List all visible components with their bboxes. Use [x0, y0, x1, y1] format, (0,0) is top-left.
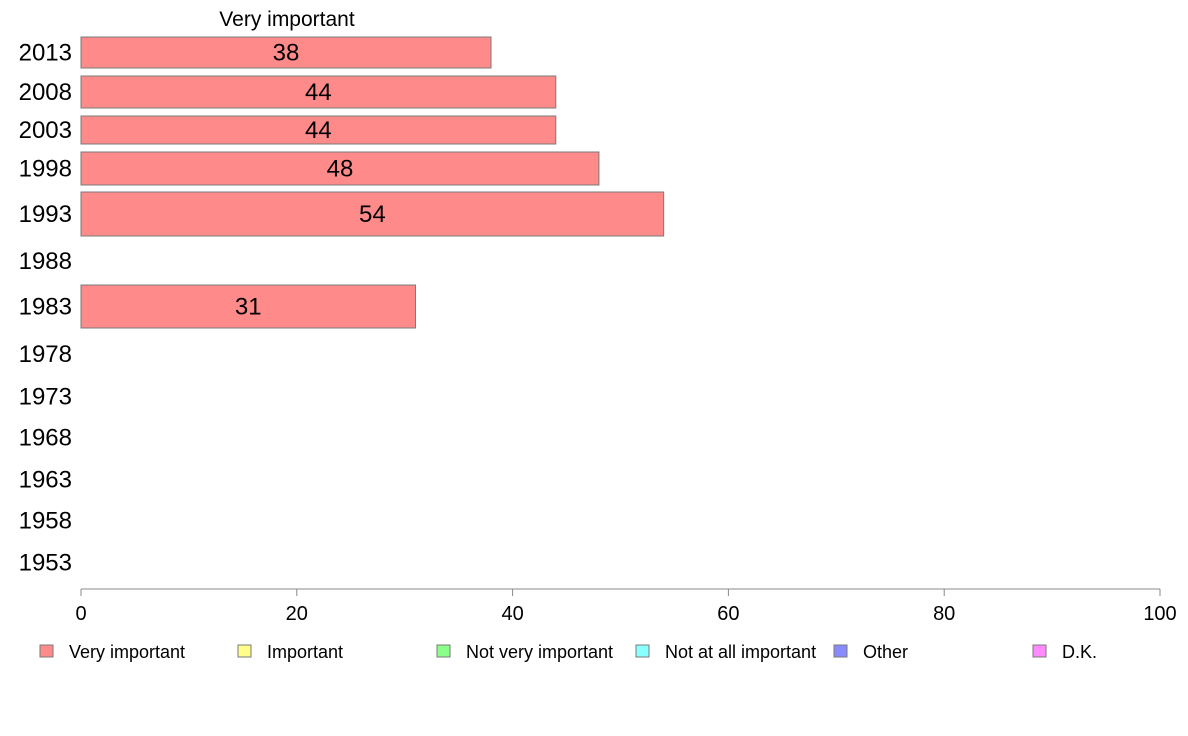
- legend-swatch-d-k: [1032, 644, 1047, 658]
- x-axis: 0 20 40 60 80 100: [75, 588, 1177, 625]
- legend-label-not-very-important: Not very important: [466, 642, 613, 662]
- bar-1983: [80, 284, 416, 329]
- bar-value-label-2013: 38: [273, 40, 300, 67]
- bar-2003: [80, 115, 557, 145]
- year-label-1953: 1953: [19, 550, 72, 577]
- year-label-1993: 1993: [19, 201, 72, 228]
- year-label-2013: 2013: [19, 40, 72, 67]
- legend-label-not-at-all-important: Not at all important: [665, 642, 816, 662]
- legend-swatch-not-at-all-important: [635, 644, 650, 658]
- legend-label-d-k: D.K.: [1062, 642, 1097, 662]
- year-label-1988: 1988: [19, 248, 72, 275]
- x-tick-label-100: 100: [1143, 603, 1176, 625]
- x-tick-label-80: 80: [933, 603, 955, 625]
- legend-label-important: Important: [267, 642, 343, 662]
- year-label-1973: 1973: [19, 384, 72, 411]
- legend-label-very-important: Very important: [69, 642, 185, 662]
- chart-title: Very important: [219, 8, 355, 31]
- year-label-1963: 1963: [19, 467, 72, 494]
- bar-value-label-2008: 44: [305, 79, 332, 106]
- year-label-1968: 1968: [19, 425, 72, 452]
- bar-value-label-2003: 44: [305, 117, 332, 144]
- x-tick-label-0: 0: [75, 603, 86, 625]
- bar-value-label-1983: 31: [235, 294, 262, 321]
- bar-value-label-1993: 54: [359, 201, 386, 228]
- year-label-2003: 2003: [19, 117, 72, 144]
- legend-swatch-important: [237, 644, 252, 658]
- year-label-1958: 1958: [19, 508, 72, 535]
- bar-1998: [80, 151, 600, 186]
- x-tick-label-40: 40: [501, 603, 523, 625]
- legend: Very important Important Not very importan…: [39, 642, 1097, 662]
- year-label-1998: 1998: [19, 156, 72, 183]
- year-label-1978: 1978: [19, 341, 72, 368]
- year-label-1983: 1983: [19, 294, 72, 321]
- year-labels: 2013 2008 2003 1998 1993 1988 1983 1978 1973 1968…: [19, 40, 72, 577]
- x-tick-label-60: 60: [717, 603, 739, 625]
- legend-label-other: Other: [863, 642, 908, 662]
- x-tick-label-20: 20: [286, 603, 308, 625]
- bar-2008: [80, 75, 557, 109]
- bar-2013: [80, 36, 492, 69]
- legend-swatch-very-important: [39, 644, 54, 658]
- legend-swatch-other: [833, 644, 848, 658]
- bar-1993: [80, 191, 665, 237]
- year-label-2008: 2008: [19, 79, 72, 106]
- legend-swatch-not-very-important: [436, 644, 451, 658]
- bar-value-label-1998: 48: [327, 156, 354, 183]
